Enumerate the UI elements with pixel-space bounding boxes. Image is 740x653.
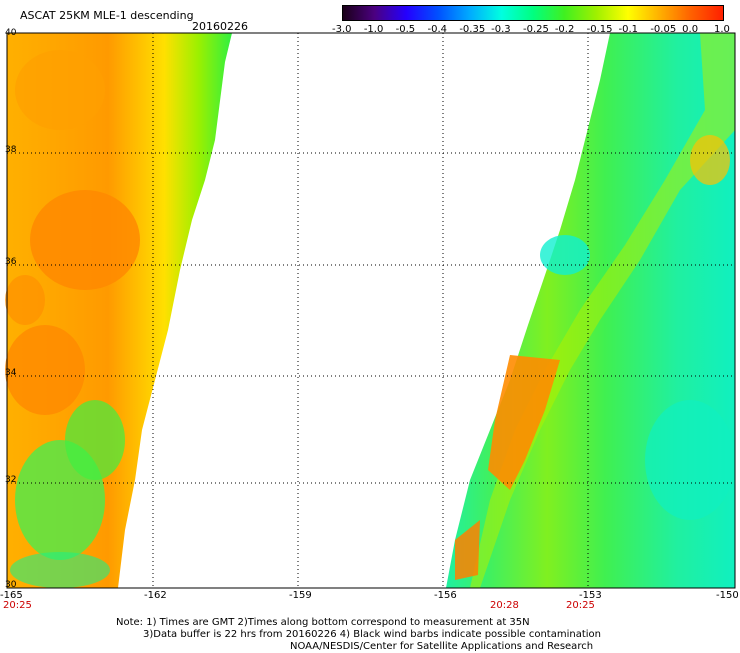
color-scale-tick-label: -0.1 (618, 24, 639, 35)
color-scale-tick-label: -0.05 (650, 24, 677, 35)
color-scale-tick-label: -0.4 (427, 24, 448, 35)
time-label-left: 20:25 (3, 600, 32, 611)
lon-label-150: -150 (716, 590, 739, 601)
left-swath (5, 33, 232, 588)
color-scale-tick-label: -0.15 (586, 24, 613, 35)
lon-label-156: -156 (434, 590, 457, 601)
color-scale-tick-label: -0.5 (395, 24, 416, 35)
lat-label-40: 40 (5, 28, 17, 38)
color-scale-tick-label: -0.2 (554, 24, 575, 35)
lon-label-162: -162 (144, 590, 167, 601)
map-gridlines (7, 33, 735, 588)
color-scale-tick-label: -1.0 (363, 24, 384, 35)
footnotes: Note: 1) Times are GMT 2)Times along bot… (116, 617, 601, 653)
lon-label-165: -165 (0, 590, 23, 601)
right-swath (446, 33, 735, 588)
map-frame (6, 32, 736, 589)
color-scale-tick-label: -3.0 (332, 24, 352, 35)
time-label-middle: 20:28 (490, 600, 519, 611)
color-scale-tick-label: -0.3 (491, 24, 511, 35)
lat-label-38: 38 (5, 145, 17, 155)
lat-label-32: 32 (5, 475, 17, 485)
lat-label-34: 34 (5, 368, 17, 378)
note-line-1: Note: 1) Times are GMT 2)Times along bot… (116, 617, 530, 628)
product-date: 20160226 (192, 20, 248, 33)
time-label-right: 20:25 (566, 600, 595, 611)
color-scale-tick-label: -0.35 (459, 24, 486, 35)
color-scale-bar (342, 5, 724, 21)
product-title: ASCAT 25KM MLE-1 descending (20, 9, 194, 22)
lon-label-153: -153 (579, 590, 602, 601)
note-line-3: NOAA/NESDIS/Center for Satellite Applica… (290, 641, 594, 652)
lon-label-159: -159 (289, 590, 312, 601)
note-line-2: 3)Data buffer is 22 hrs from 20160226 4)… (143, 629, 601, 640)
color-scale-tick-label: 0.0 (682, 24, 699, 35)
lat-label-36: 36 (5, 257, 17, 267)
color-scale-tick-label: 1.0 (714, 24, 730, 35)
lat-label-30: 30 (5, 580, 17, 590)
color-scale-tick-label: -0.25 (523, 24, 549, 35)
